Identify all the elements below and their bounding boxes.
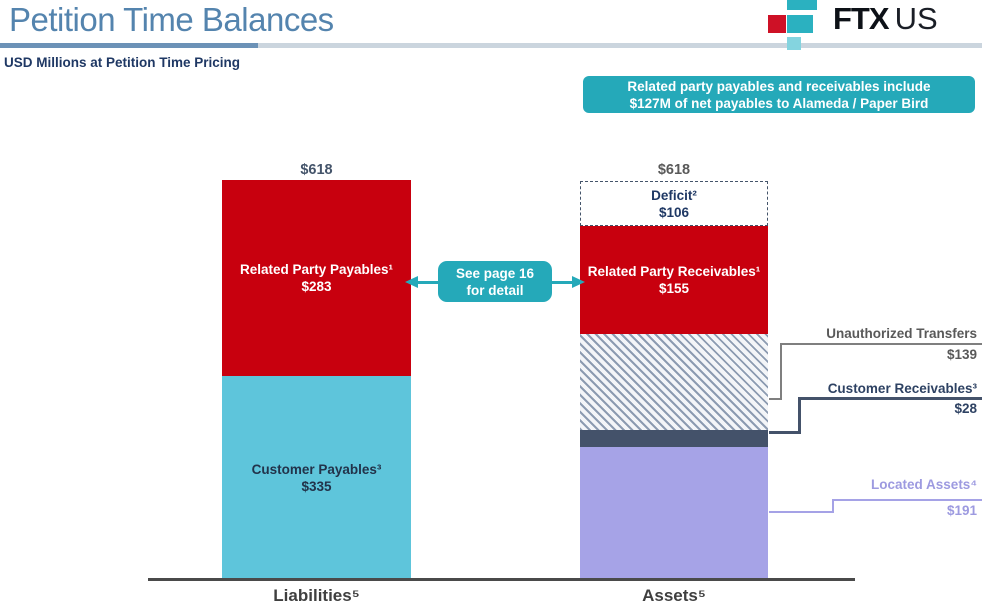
segment-deficit: Deficit² $106 [580, 181, 768, 226]
right-arrow-shaft [551, 281, 573, 284]
unauthorized-transfers-connector [769, 398, 782, 400]
callout-line2: $127M of net payables to Alameda / Paper… [629, 95, 929, 111]
customer-receivables-label: Customer Receivables³ [827, 381, 977, 396]
title-divider [0, 43, 982, 48]
segment-customer-receivables [580, 430, 768, 447]
located-assets-connector [832, 499, 982, 501]
see-page-note: See page 16 for detail [438, 261, 552, 302]
segment-value: $335 [301, 478, 332, 494]
customer-receivables-connector [769, 431, 801, 434]
segment-label: Related Party Payables¹ [239, 262, 394, 277]
logo-mark-bottom-square-icon [787, 37, 801, 50]
logo-mark-red-square-icon [768, 15, 786, 33]
left-arrow-shaft [417, 281, 439, 284]
liabilities-bar: Related Party Payables¹ $283 Customer Pa… [222, 180, 411, 579]
customer-receivables-connector [798, 397, 801, 433]
assets-bar: Deficit² $106 Related Party Receivables¹… [580, 181, 768, 579]
logo-text-us: US [894, 1, 938, 36]
see-page-line2: for detail [466, 282, 524, 298]
unauthorized-transfers-value: $139 [946, 347, 977, 362]
customer-receivables-connector [798, 397, 982, 400]
segment-label: Customer Payables³ [251, 461, 382, 477]
x-axis-line [148, 578, 855, 581]
segment-label: Deficit² [651, 187, 697, 203]
logo-mark-top-bar-icon [787, 0, 817, 10]
segment-related-party-receivables: Related Party Receivables¹ $155 [580, 226, 768, 334]
page-title: Petition Time Balances [9, 1, 334, 38]
segment-located-assets [580, 447, 768, 579]
unauthorized-transfers-label: Unauthorized Transfers [826, 326, 977, 341]
see-page-line1: See page 16 [455, 265, 535, 281]
segment-label: Related Party Receivables¹ [587, 264, 761, 279]
left-arrow-icon [405, 276, 418, 288]
customer-receivables-value: $28 [954, 401, 977, 416]
located-assets-value: $191 [946, 503, 977, 518]
segment-customer-payables: Customer Payables³ $335 [222, 376, 411, 579]
unauthorized-transfers-connector [780, 343, 782, 400]
segment-value: $155 [658, 281, 690, 296]
segment-unauthorized-transfers [580, 334, 768, 430]
segment-value: $283 [301, 279, 332, 294]
logo-wordmark: FTX US [833, 1, 938, 37]
unauthorized-transfers-connector [780, 343, 982, 345]
located-assets-connector [832, 499, 834, 513]
logo-mark-mid-bar-icon [787, 15, 813, 33]
segment-value: $106 [658, 204, 690, 220]
right-arrow-icon [572, 276, 585, 288]
callout-line1: Related party payables and receivables i… [627, 78, 931, 94]
located-assets-label: Located Assets⁴ [871, 477, 977, 492]
logo-text-ftx: FTX [833, 1, 890, 36]
liabilities-total-label: $618 [300, 162, 333, 178]
axis-label-assets: Assets⁵ [642, 586, 706, 605]
assets-total-label: $618 [657, 162, 691, 178]
axis-label-liabilities: Liabilities⁵ [273, 586, 360, 605]
located-assets-connector [769, 511, 834, 513]
page-subtitle: USD Millions at Petition Time Pricing [4, 55, 241, 70]
segment-related-party-payables: Related Party Payables¹ $283 [222, 180, 411, 376]
related-party-callout: Related party payables and receivables i… [583, 76, 975, 113]
